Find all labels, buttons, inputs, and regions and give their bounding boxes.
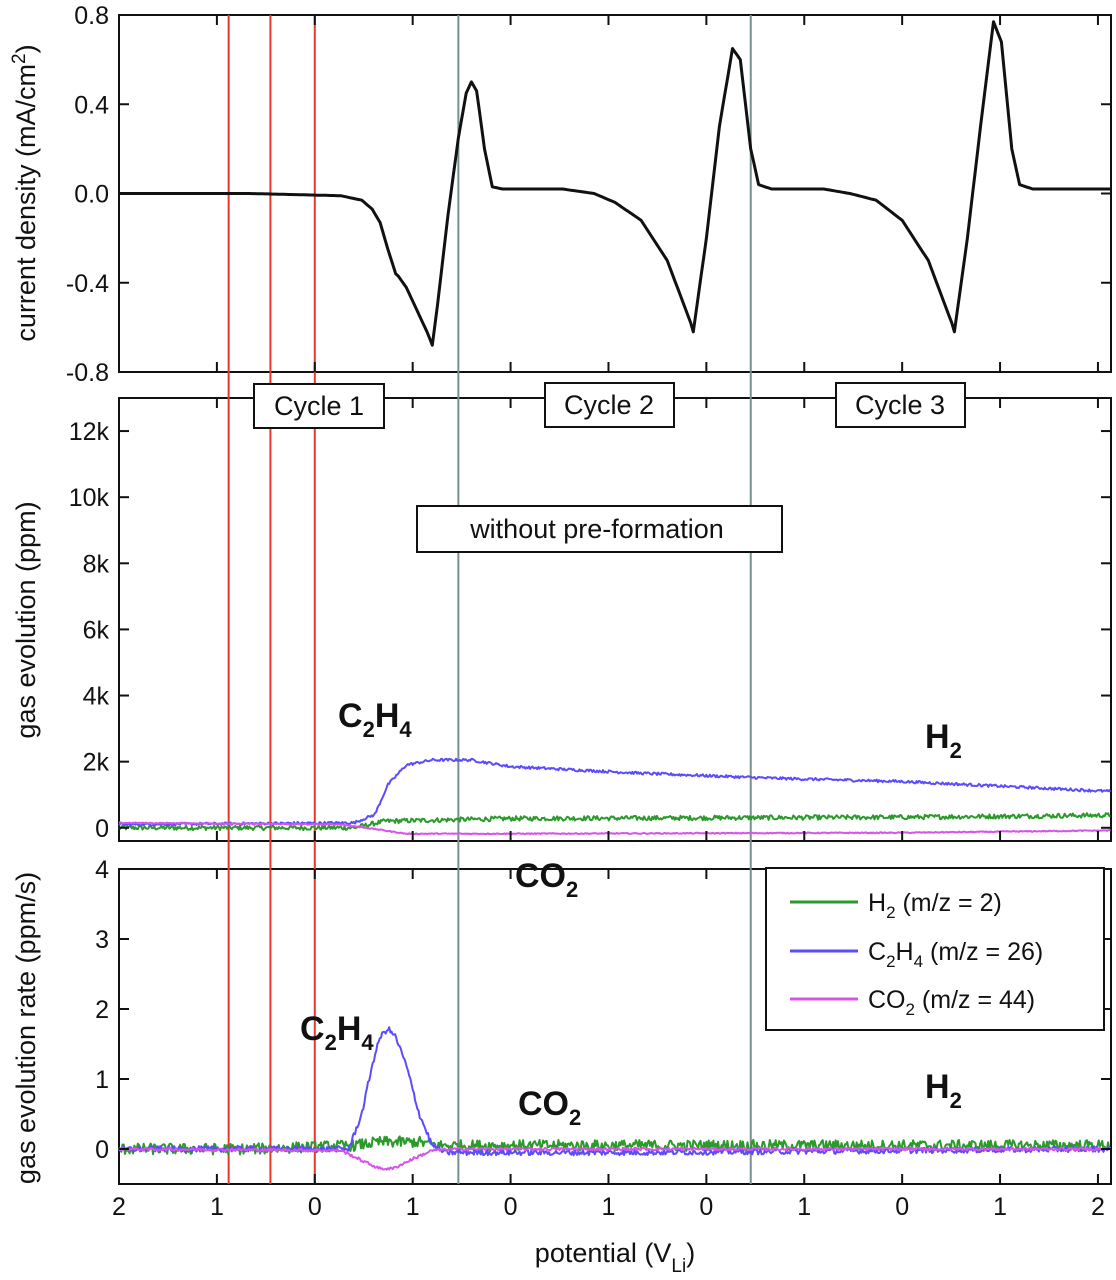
cycle-3-box: Cycle 3 — [835, 382, 966, 428]
current-density-line — [119, 20, 1111, 347]
middle-panel-frame — [118, 397, 1112, 842]
xtick-label: 1 — [406, 1193, 420, 1221]
ytick-label: 8k — [83, 550, 110, 578]
ytick-label: 0.4 — [74, 91, 109, 119]
xtick-label: 0 — [504, 1193, 518, 1221]
cycle-2-label: Cycle 2 — [564, 390, 654, 420]
without-pre-formation-label: without pre-formation — [469, 514, 724, 544]
xtick-label: 2 — [112, 1193, 126, 1221]
c2h4-series-line — [118, 757, 1112, 827]
xtick-label: 0 — [699, 1193, 713, 1221]
ytick-label: 4 — [95, 856, 109, 884]
series-layer — [118, 20, 1112, 1171]
top-ylabel: current density (mA/cm2) — [9, 44, 41, 341]
ytick-label: 3 — [95, 926, 109, 954]
co2-series-line — [118, 821, 1111, 836]
ytick-label: 0 — [95, 1136, 109, 1164]
ytick-label: 4k — [83, 683, 110, 711]
cycle-marker-lines — [227, 15, 752, 1184]
ytick-label: 2 — [95, 996, 109, 1024]
mid-c2h4-label: C2H4 — [338, 697, 412, 742]
bottom-panel-frame — [118, 868, 1112, 1185]
cycle-1-label: Cycle 1 — [274, 391, 364, 421]
xtick-label: 0 — [895, 1193, 909, 1221]
xtick-label: 1 — [602, 1193, 616, 1221]
ytick-label: 0.8 — [74, 2, 109, 30]
ytick-label: 6k — [83, 616, 110, 644]
without-pre-formation-box: without pre-formation — [416, 505, 783, 553]
co2-series-line — [118, 1146, 1112, 1171]
legend-label-c2h4: C2H4 (m/z = 26) — [868, 938, 1043, 971]
cycle-2-box: Cycle 2 — [544, 382, 675, 428]
ytick-label: -0.8 — [66, 359, 109, 387]
legend: H2 (m/z = 2) C2H4 (m/z = 26) CO2 (m/z = … — [765, 867, 1105, 1031]
ytick-label: 2k — [83, 749, 110, 777]
bot-co2-label: CO2 — [518, 1085, 581, 1130]
ytick-label: -0.4 — [66, 270, 109, 298]
ytick-label: 12k — [69, 418, 110, 446]
bot-c2h4-label: C2H4 — [300, 1010, 374, 1055]
h2-series-line — [118, 1135, 1112, 1156]
xtick-label: 2 — [1091, 1193, 1105, 1221]
ytick-label: 1 — [95, 1066, 109, 1094]
middle-ylabel: gas evolution (ppm) — [11, 501, 41, 738]
ytick-label: 10k — [69, 484, 110, 512]
xtick-label: 1 — [993, 1193, 1007, 1221]
xtick-label: 1 — [210, 1193, 224, 1221]
cycle-1-box: Cycle 1 — [253, 383, 385, 429]
ytick-label: 0.0 — [74, 181, 109, 209]
legend-label-h2: H2 (m/z = 2) — [868, 889, 1002, 922]
bottom-ylabel: gas evolution rate (ppm/s) — [11, 872, 41, 1184]
cycle-3-label: Cycle 3 — [855, 390, 945, 420]
x-axis-label: potential (VLi) — [535, 1238, 695, 1277]
legend-label-co2: CO2 (m/z = 44) — [868, 986, 1035, 1019]
ytick-label: 0 — [95, 815, 109, 843]
xtick-label: 1 — [797, 1193, 811, 1221]
mid-h2-label: H2 — [925, 718, 962, 763]
mid-co2-label: CO2 — [515, 857, 578, 902]
bot-h2-label: H2 — [925, 1068, 962, 1113]
h2-series-line — [118, 812, 1111, 832]
xtick-label: 0 — [308, 1193, 322, 1221]
ticks-layer: -0.8 -0.4 0.0 0.4 0.8 0 2k 4k 6k 8k 10k 12k 0 1 2 3 4 2 1 0… — [66, 2, 1111, 1221]
